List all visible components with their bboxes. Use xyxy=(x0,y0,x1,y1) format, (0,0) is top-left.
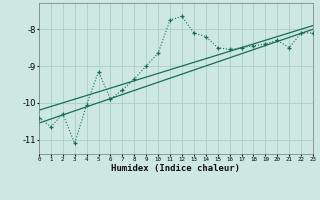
X-axis label: Humidex (Indice chaleur): Humidex (Indice chaleur) xyxy=(111,164,241,173)
